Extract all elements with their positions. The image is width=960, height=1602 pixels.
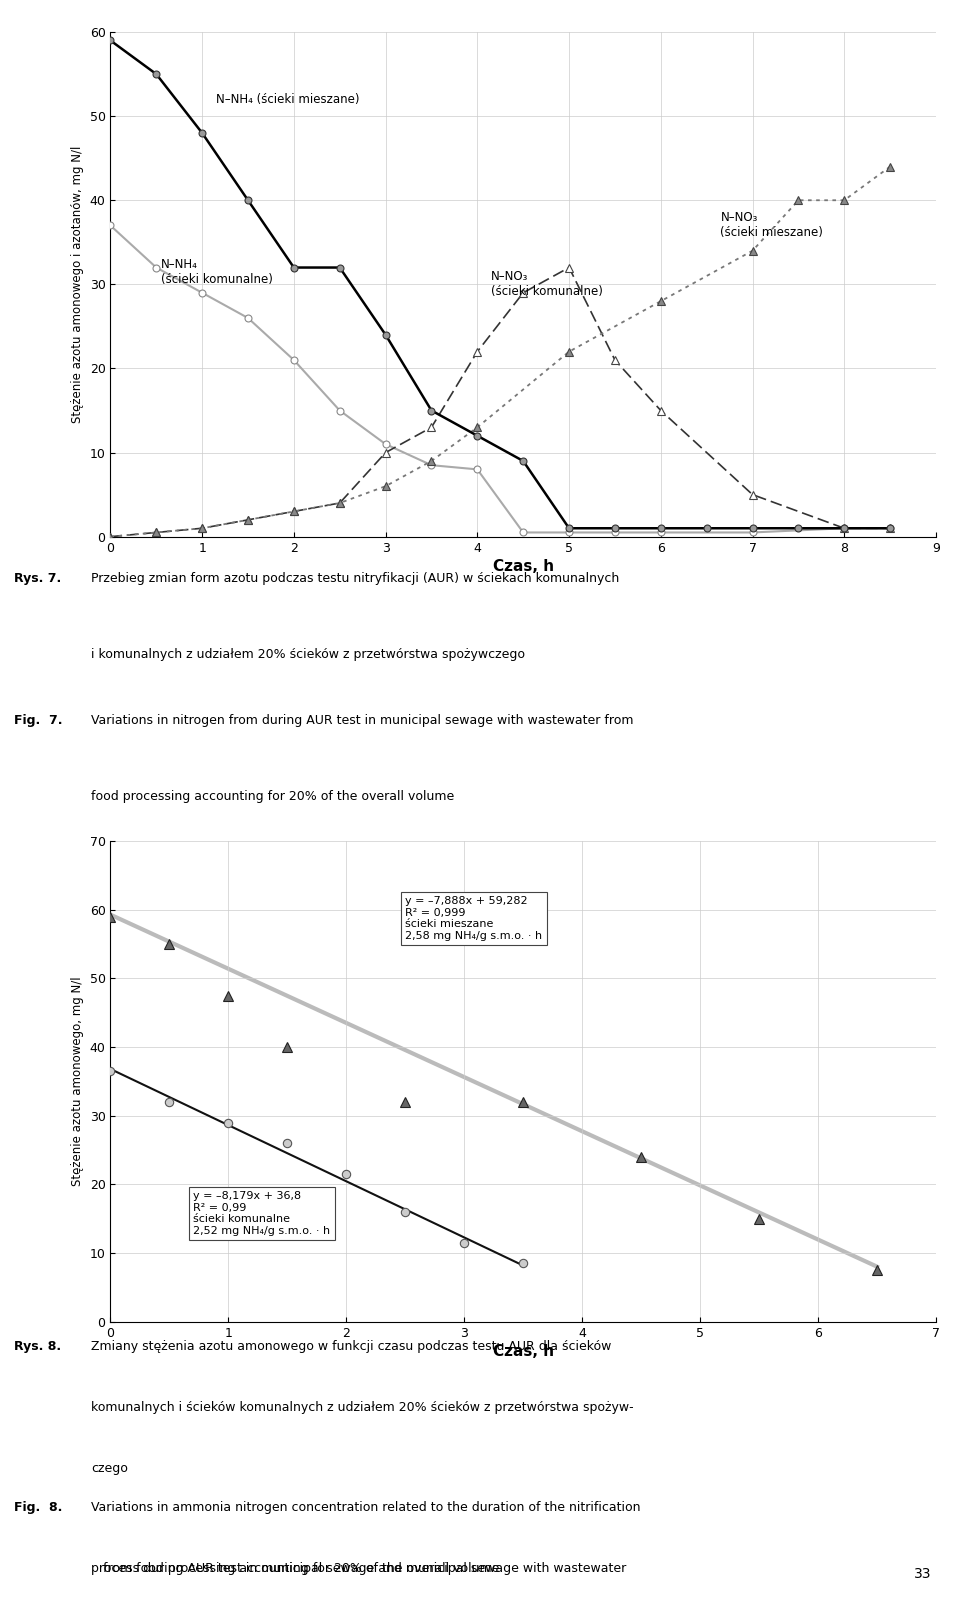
Text: 33: 33 xyxy=(914,1567,931,1581)
Text: from food processing accounting for 20% of the overall volume: from food processing accounting for 20% … xyxy=(103,1562,499,1575)
Text: y = –8,179x + 36,8
R² = 0,99
ścieki komunalne
2,52 mg NH₄/g s.m.o. · h: y = –8,179x + 36,8 R² = 0,99 ścieki komu… xyxy=(193,1192,330,1237)
Text: Variations in nitrogen from during AUR test in municipal sewage with wastewater : Variations in nitrogen from during AUR t… xyxy=(91,713,634,727)
Text: komunalnych i ścieków komunalnych z udziałem 20% ścieków z przetwórstwa spożyw-: komunalnych i ścieków komunalnych z udzi… xyxy=(91,1400,634,1415)
Text: Variations in ammonia nitrogen concentration related to the duration of the nitr: Variations in ammonia nitrogen concentra… xyxy=(91,1501,640,1514)
X-axis label: Czas, h: Czas, h xyxy=(492,1344,554,1358)
Text: Rys. 7.: Rys. 7. xyxy=(14,572,61,585)
Text: y = –7,888x + 59,282
R² = 0,999
ścieki mieszane
2,58 mg NH₄/g s.m.o. · h: y = –7,888x + 59,282 R² = 0,999 ścieki m… xyxy=(405,896,542,940)
Text: N–NH₄ (ścieki mieszane): N–NH₄ (ścieki mieszane) xyxy=(216,93,359,106)
Text: czego: czego xyxy=(91,1461,128,1475)
Text: Fig.  7.: Fig. 7. xyxy=(14,713,63,727)
X-axis label: Czas, h: Czas, h xyxy=(492,559,554,574)
Text: process during AUR test in municipal sewage and municipal sewage with wastewater: process during AUR test in municipal sew… xyxy=(91,1562,627,1575)
Text: food processing accounting for 20% of the overall volume: food processing accounting for 20% of th… xyxy=(91,790,454,803)
Y-axis label: Stężenie azotu amonowego i azotanów, mg N/l: Stężenie azotu amonowego i azotanów, mg … xyxy=(71,146,84,423)
Text: Rys. 8.: Rys. 8. xyxy=(14,1341,61,1354)
Text: N–NH₄
(ścieki komunalne): N–NH₄ (ścieki komunalne) xyxy=(161,258,273,285)
Text: N–NO₃
(ścieki komunalne): N–NO₃ (ścieki komunalne) xyxy=(492,271,603,298)
Text: Zmiany stężenia azotu amonowego w funkcji czasu podczas testu AUR dla ścieków: Zmiany stężenia azotu amonowego w funkcj… xyxy=(91,1341,612,1354)
Y-axis label: Stężenie azotu amonowego, mg N/l: Stężenie azotu amonowego, mg N/l xyxy=(71,977,84,1185)
Text: Fig.  8.: Fig. 8. xyxy=(14,1501,62,1514)
Text: Przebieg zmian form azotu podczas testu nitryfikacji (AUR) w ściekach komunalnyc: Przebieg zmian form azotu podczas testu … xyxy=(91,572,619,585)
Text: N–NO₃
(ścieki mieszane): N–NO₃ (ścieki mieszane) xyxy=(720,211,824,239)
Text: i komunalnych z udziałem 20% ścieków z przetwórstwa spożywczego: i komunalnych z udziałem 20% ścieków z p… xyxy=(91,649,525,662)
